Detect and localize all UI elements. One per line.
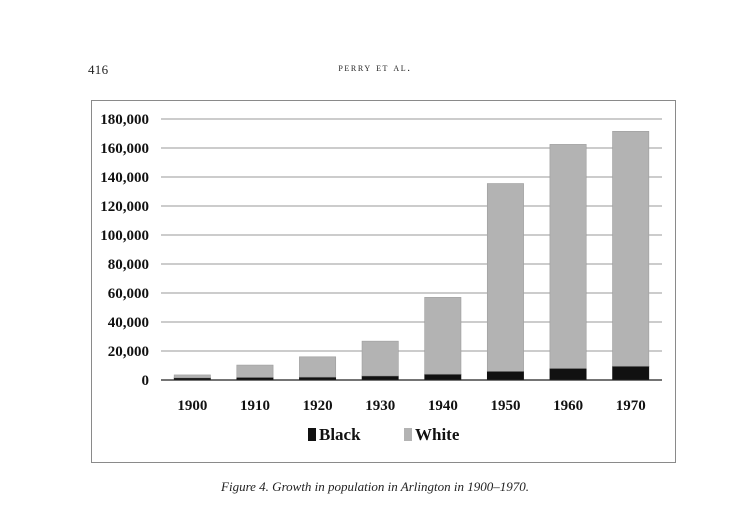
y-tick-label: 20,000 — [108, 344, 149, 360]
x-tick-label: 1970 — [616, 398, 646, 414]
page-number: 416 — [88, 62, 109, 77]
x-tick-label: 1930 — [365, 398, 395, 414]
x-axis-ticks: 1900 1910 1920 1930 1940 1950 1960 1970 — [177, 398, 645, 414]
y-tick-label: 180,000 — [100, 112, 149, 128]
y-tick-label: 120,000 — [100, 199, 149, 215]
figure-caption: Figure 4. Growth in population in Arling… — [221, 479, 529, 494]
bar-white-1900 — [173, 374, 211, 379]
figure-frame: 0 20,000 40,000 60,000 80,000 100,000 120,000 1… — [91, 100, 676, 463]
bars — [173, 131, 650, 381]
x-tick-label: 1910 — [240, 398, 270, 414]
bar-black-1950 — [486, 370, 524, 381]
bar-black-1930 — [361, 375, 399, 381]
y-tick-label: 100,000 — [100, 228, 149, 244]
legend: Black White — [308, 425, 460, 444]
y-tick-label: 160,000 — [100, 141, 149, 157]
y-tick-label: 40,000 — [108, 315, 149, 331]
legend-label-black: Black — [319, 425, 361, 444]
legend-label-white: White — [415, 425, 460, 444]
y-tick-label: 80,000 — [108, 257, 149, 273]
bar-white-1940 — [424, 297, 462, 375]
x-tick-label: 1900 — [177, 398, 207, 414]
x-tick-label: 1920 — [303, 398, 333, 414]
bar-white-1960 — [549, 144, 587, 369]
bar-black-1940 — [424, 373, 462, 381]
y-tick-label: 140,000 — [100, 170, 149, 186]
x-tick-label: 1950 — [490, 398, 520, 414]
population-chart: 0 20,000 40,000 60,000 80,000 100,000 120,000 1… — [100, 112, 662, 444]
y-tick-label: 0 — [142, 373, 150, 389]
bar-white-1920 — [299, 356, 337, 378]
running-head: PERRY ET AL. — [338, 62, 412, 74]
gridlines — [161, 118, 662, 352]
bar-white-1970 — [612, 131, 650, 367]
y-tick-label: 60,000 — [108, 286, 149, 302]
y-axis-ticks: 0 20,000 40,000 60,000 80,000 100,000 120,000 1… — [100, 112, 149, 389]
bar-white-1950 — [486, 183, 524, 372]
x-tick-label: 1940 — [428, 398, 458, 414]
bar-black-1970 — [612, 365, 650, 381]
bar-white-1930 — [361, 340, 399, 377]
bar-white-1910 — [236, 364, 274, 378]
legend-swatch-black — [308, 428, 316, 441]
x-tick-label: 1960 — [553, 398, 583, 414]
legend-swatch-white — [404, 428, 412, 441]
bar-black-1960 — [549, 368, 587, 381]
